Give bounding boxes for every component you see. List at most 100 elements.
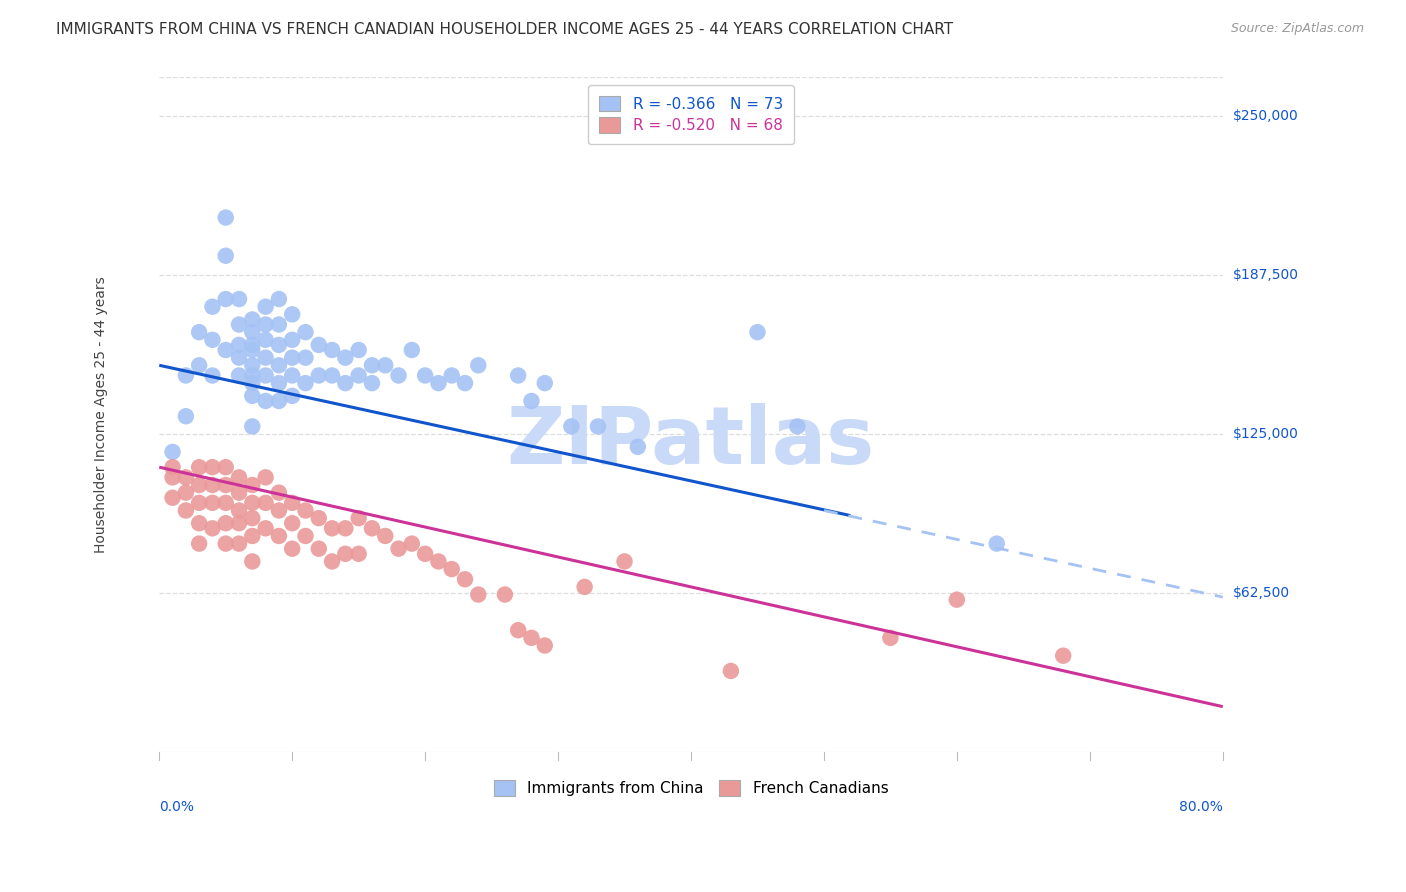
Point bbox=[321, 343, 343, 357]
Point bbox=[308, 338, 330, 352]
Point bbox=[374, 529, 396, 543]
Point bbox=[467, 588, 489, 602]
Point bbox=[228, 292, 250, 306]
Point bbox=[401, 343, 423, 357]
Point bbox=[240, 325, 263, 339]
Point bbox=[508, 624, 530, 638]
Point bbox=[174, 485, 197, 500]
Point bbox=[228, 351, 250, 365]
Text: $62,500: $62,500 bbox=[1233, 586, 1291, 600]
Point bbox=[427, 554, 450, 568]
Point bbox=[946, 592, 969, 607]
Text: 80.0%: 80.0% bbox=[1178, 800, 1223, 814]
Point bbox=[254, 393, 277, 408]
Point bbox=[401, 536, 423, 550]
Point bbox=[720, 664, 742, 678]
Point bbox=[215, 292, 238, 306]
Point bbox=[347, 343, 370, 357]
Point bbox=[254, 318, 277, 332]
Point bbox=[281, 541, 304, 556]
Point bbox=[201, 478, 224, 492]
Point bbox=[308, 368, 330, 383]
Point bbox=[281, 496, 304, 510]
Point bbox=[215, 343, 238, 357]
Point bbox=[188, 325, 211, 339]
Point bbox=[387, 541, 409, 556]
Point bbox=[454, 376, 477, 391]
Point bbox=[586, 419, 609, 434]
Point bbox=[267, 338, 290, 352]
Point bbox=[786, 419, 808, 434]
Point bbox=[215, 249, 238, 263]
Point bbox=[440, 562, 463, 576]
Point bbox=[162, 460, 184, 475]
Point bbox=[267, 318, 290, 332]
Point bbox=[267, 485, 290, 500]
Point bbox=[494, 588, 516, 602]
Point bbox=[215, 516, 238, 531]
Point bbox=[201, 460, 224, 475]
Point bbox=[281, 351, 304, 365]
Point bbox=[201, 300, 224, 314]
Point bbox=[240, 478, 263, 492]
Point bbox=[215, 536, 238, 550]
Point bbox=[162, 491, 184, 505]
Point bbox=[201, 333, 224, 347]
Point bbox=[240, 343, 263, 357]
Point bbox=[267, 529, 290, 543]
Point bbox=[361, 376, 384, 391]
Point bbox=[361, 521, 384, 535]
Point bbox=[240, 496, 263, 510]
Point bbox=[467, 359, 489, 373]
Point bbox=[508, 368, 530, 383]
Point bbox=[240, 419, 263, 434]
Point bbox=[574, 580, 596, 594]
Point bbox=[560, 419, 582, 434]
Point bbox=[240, 511, 263, 525]
Text: ZIPatlas: ZIPatlas bbox=[506, 403, 875, 481]
Point bbox=[347, 368, 370, 383]
Point bbox=[267, 503, 290, 517]
Point bbox=[347, 511, 370, 525]
Point bbox=[174, 470, 197, 484]
Point bbox=[188, 516, 211, 531]
Point bbox=[267, 376, 290, 391]
Point bbox=[228, 503, 250, 517]
Point bbox=[228, 338, 250, 352]
Point bbox=[335, 547, 357, 561]
Point bbox=[201, 368, 224, 383]
Point bbox=[240, 368, 263, 383]
Point bbox=[240, 376, 263, 391]
Point bbox=[533, 376, 555, 391]
Point bbox=[254, 521, 277, 535]
Point bbox=[188, 536, 211, 550]
Text: $187,500: $187,500 bbox=[1233, 268, 1299, 282]
Point bbox=[294, 503, 316, 517]
Point bbox=[240, 359, 263, 373]
Text: $125,000: $125,000 bbox=[1233, 427, 1299, 441]
Text: 0.0%: 0.0% bbox=[159, 800, 194, 814]
Point bbox=[321, 554, 343, 568]
Point bbox=[215, 460, 238, 475]
Text: Householder Income Ages 25 - 44 years: Householder Income Ages 25 - 44 years bbox=[94, 277, 108, 553]
Point bbox=[321, 521, 343, 535]
Point bbox=[281, 333, 304, 347]
Point bbox=[254, 333, 277, 347]
Point bbox=[228, 470, 250, 484]
Point bbox=[188, 460, 211, 475]
Point bbox=[281, 516, 304, 531]
Point bbox=[627, 440, 650, 454]
Point bbox=[335, 521, 357, 535]
Point bbox=[879, 631, 901, 645]
Point bbox=[174, 409, 197, 424]
Point bbox=[254, 496, 277, 510]
Point bbox=[240, 554, 263, 568]
Point bbox=[254, 368, 277, 383]
Point bbox=[294, 529, 316, 543]
Point bbox=[281, 307, 304, 321]
Point bbox=[613, 554, 636, 568]
Point bbox=[520, 631, 543, 645]
Point bbox=[986, 536, 1008, 550]
Point bbox=[533, 639, 555, 653]
Text: Source: ZipAtlas.com: Source: ZipAtlas.com bbox=[1230, 22, 1364, 36]
